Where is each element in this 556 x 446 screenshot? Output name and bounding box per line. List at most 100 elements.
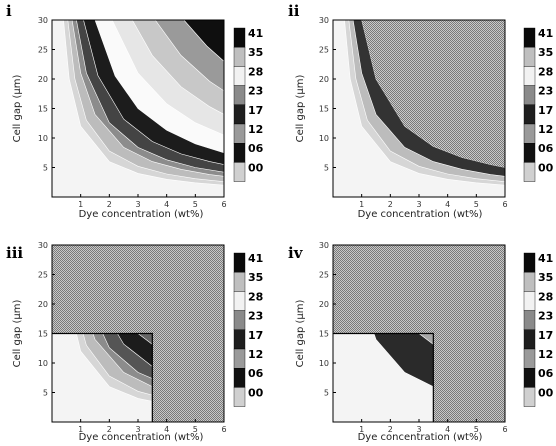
y-tick-label: 15 [319,330,329,339]
colorbar-swatch [233,104,246,125]
x-tick-label: 5 [474,200,479,209]
panel-letter: ii [288,2,300,20]
colorbar-tick-label: 12 [538,348,553,361]
plot-area [333,20,505,197]
colorbar-swatch [523,329,536,350]
plot-area [52,20,224,197]
y-tick-label: 25 [38,46,48,55]
colorbar-tick-label: 06 [538,367,554,380]
colorbar-tick-label: 23 [248,85,263,98]
colorbar-tick-label: 12 [538,123,553,136]
colorbar-tick-label: 41 [538,27,553,40]
x-axis-label: Dye concentration (wt%) [79,209,204,220]
y-tick-label: 15 [38,330,48,339]
y-tick-label: 25 [38,271,48,280]
colorbar-tick-label: 00 [538,386,554,399]
colorbar-tick-label: 00 [248,161,264,174]
colorbar-tick-label: 06 [248,142,264,155]
x-tick-label: 1 [78,425,83,434]
colorbar-swatch [233,387,246,407]
y-tick-label: 10 [38,134,48,143]
colorbar-tick-label: 23 [538,310,553,323]
y-tick-label: 5 [43,164,48,173]
colorbar-swatch [233,162,246,182]
y-tick-label: 25 [319,271,329,280]
colorbar-swatch [523,66,536,86]
panel-letter: i [6,2,12,20]
x-tick-label: 3 [416,200,421,209]
x-tick-label: 5 [193,425,198,434]
colorbar-tick-label: 23 [538,85,553,98]
y-axis-label: Cell gap (μm) [295,300,306,368]
x-tick-label: 3 [135,425,140,434]
y-tick-label: 15 [319,105,329,114]
x-tick-label: 6 [502,425,507,434]
colorbar: 41 35 28 23 17 12 06 00 [233,252,264,407]
y-tick-label: 30 [319,241,329,250]
colorbar-tick-label: 35 [248,271,263,284]
colorbar-swatch [233,85,246,105]
y-axis-label: Cell gap (μm) [295,75,306,143]
x-tick-label: 4 [164,425,169,434]
colorbar-tick-label: 06 [248,367,264,380]
y-axis-label: Cell gap (μm) [12,75,23,143]
y-tick-label: 10 [319,359,329,368]
colorbar-tick-label: 28 [538,290,553,303]
x-tick-label: 2 [107,200,112,209]
colorbar: 41 35 28 23 17 12 06 00 [233,27,264,182]
x-tick-label: 4 [445,200,450,209]
colorbar-swatch [523,368,536,388]
x-tick-label: 6 [221,200,226,209]
x-tick-label: 2 [388,200,393,209]
contour-band-10 [183,20,224,62]
y-tick-label: 15 [38,105,48,114]
colorbar-tick-label: 28 [248,290,263,303]
x-tick-label: 2 [107,425,112,434]
x-tick-label: 5 [193,200,198,209]
colorbar-swatch [523,85,536,105]
colorbar-swatch [233,47,246,67]
colorbar-tick-label: 06 [538,142,554,155]
colorbar: 41 35 28 23 17 12 06 00 [523,252,554,407]
x-axis-label: Dye concentration (wt%) [358,209,483,220]
colorbar-swatch [523,310,536,331]
colorbar-swatch [233,123,246,144]
x-axis-label: Dye concentration (wt%) [79,432,204,443]
colorbar-tick-label: 00 [248,386,264,399]
colorbar-tick-label: 35 [248,46,263,59]
x-tick-label: 3 [135,200,140,209]
y-tick-label: 10 [38,359,48,368]
colorbar-swatch [233,368,246,388]
colorbar-tick-label: 35 [538,46,553,59]
colorbar-tick-label: 41 [248,27,263,40]
colorbar-swatch [523,104,536,125]
panel-letter: iv [288,244,304,262]
colorbar-swatch [523,27,536,48]
colorbar-swatch [233,142,246,163]
plot-area [333,245,505,422]
colorbar-tick-label: 12 [248,348,263,361]
colorbar-swatch [523,348,536,369]
feasible-boundary [52,332,153,422]
x-tick-label: 6 [502,200,507,209]
colorbar-tick-label: 28 [538,65,553,78]
y-tick-label: 5 [43,389,48,398]
x-tick-label: 2 [388,425,393,434]
y-tick-label: 30 [38,16,48,25]
colorbar-swatch [233,66,246,86]
colorbar: 41 35 28 23 17 12 06 00 [523,27,554,182]
y-tick-label: 25 [319,46,329,55]
colorbar-swatch [233,252,246,273]
colorbar-swatch [523,47,536,67]
y-tick-label: 10 [319,134,329,143]
colorbar-swatch [233,291,246,311]
x-tick-label: 4 [164,200,169,209]
colorbar-swatch [233,348,246,369]
y-tick-label: 20 [38,75,48,84]
colorbar-tick-label: 41 [248,252,263,265]
colorbar-tick-label: 17 [538,104,553,117]
